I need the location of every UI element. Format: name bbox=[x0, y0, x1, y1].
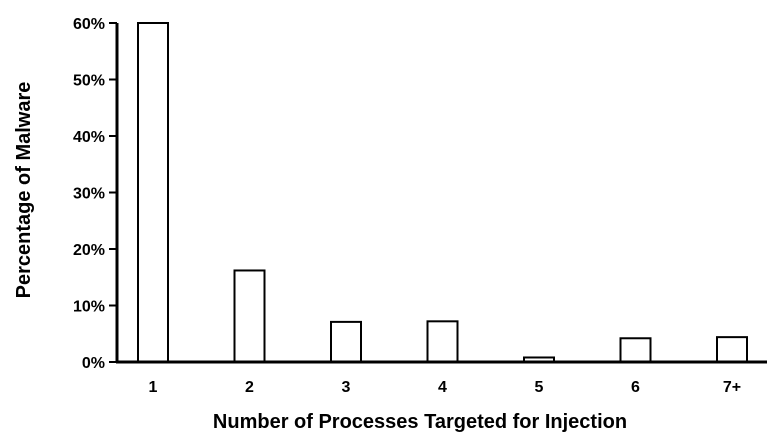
y-tick-label: 0% bbox=[82, 355, 105, 372]
x-tick-label: 6 bbox=[631, 379, 640, 396]
bars-group bbox=[137, 22, 748, 364]
y-axis-title: Percentage of Malware bbox=[13, 82, 35, 299]
bar-4 bbox=[426, 320, 459, 364]
bar-1 bbox=[137, 22, 169, 363]
y-tick-label: 20% bbox=[73, 242, 105, 259]
x-ticks-group: 1 2 3 4 5 6 7+ bbox=[149, 379, 742, 396]
y-ticks-group: 0% 10% 20% 30% 40% 50% 60% bbox=[73, 16, 117, 372]
x-tick-label: 7+ bbox=[723, 379, 741, 396]
x-tick-label: 5 bbox=[535, 379, 544, 396]
y-tick-label: 60% bbox=[73, 16, 105, 33]
bar-7+ bbox=[716, 336, 748, 364]
y-tick-label: 40% bbox=[73, 129, 105, 146]
y-tick-label: 10% bbox=[73, 299, 105, 316]
x-tick-label: 2 bbox=[245, 379, 254, 396]
bar-6 bbox=[619, 337, 652, 363]
x-axis-title: Number of Processes Targeted for Injecti… bbox=[213, 411, 627, 433]
x-tick-label: 1 bbox=[149, 379, 158, 396]
bar-3 bbox=[330, 320, 362, 364]
bar-2 bbox=[233, 269, 266, 363]
y-tick-label: 30% bbox=[73, 186, 105, 203]
x-tick-label: 3 bbox=[342, 379, 351, 396]
x-tick-label: 4 bbox=[438, 379, 447, 396]
y-tick-label: 50% bbox=[73, 73, 105, 90]
